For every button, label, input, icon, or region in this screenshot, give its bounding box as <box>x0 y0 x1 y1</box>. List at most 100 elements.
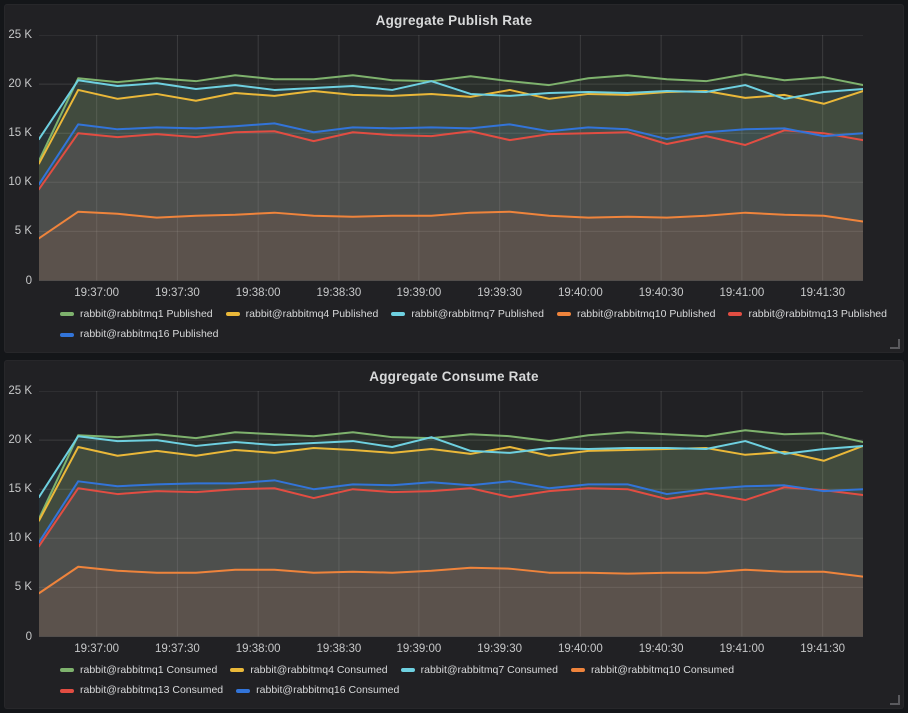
y-tick-label: 10 K <box>8 532 32 545</box>
x-tick-label: 19:37:30 <box>155 642 200 655</box>
y-tick-label: 15 K <box>8 483 32 496</box>
panel-aggregate-consume-rate: Aggregate Consume Rate 0 5 K 10 K 15 K 20 K 2… <box>4 360 904 709</box>
y-tick-label: 0 <box>25 274 32 287</box>
legend-item[interactable]: rabbit@rabbitmq4 Published <box>225 307 379 323</box>
x-tick-label: 19:39:00 <box>396 286 442 299</box>
legend-label: rabbit@rabbitmq1 Published <box>80 307 213 320</box>
series-fill <box>39 211 863 281</box>
panel-header: Aggregate Publish Rate <box>5 5 903 35</box>
legend-swatch-icon <box>556 312 571 317</box>
panel-header: Aggregate Consume Rate <box>5 361 903 391</box>
legend-label: rabbit@rabbitmq16 Published <box>80 328 219 341</box>
panel-resize-handle[interactable] <box>890 695 900 705</box>
panel-resize-handle[interactable] <box>890 339 900 349</box>
legend-label: rabbit@rabbitmq1 Consumed <box>80 663 218 676</box>
legend-item[interactable]: rabbit@rabbitmq13 Published <box>728 307 887 323</box>
x-tick-label: 19:38:00 <box>235 286 281 299</box>
legend-swatch-icon <box>728 312 743 317</box>
x-tick-label: 19:39:00 <box>396 642 442 655</box>
legend: rabbit@rabbitmq1 Published rabbit@rabbitm… <box>60 307 893 344</box>
legend-item[interactable]: rabbit@rabbitmq1 Consumed <box>60 663 217 679</box>
x-tick-label: 19:41:30 <box>800 642 845 655</box>
x-tick-label: 19:38:00 <box>235 642 281 655</box>
legend-label: rabbit@rabbitmq4 Published <box>245 307 379 320</box>
legend-item[interactable]: rabbit@rabbitmq10 Consumed <box>570 663 735 679</box>
x-tick-label: 19:39:30 <box>477 286 522 299</box>
series-line <box>39 567 863 593</box>
y-tick-label: 5 K <box>14 225 32 238</box>
x-tick-label: 19:40:00 <box>557 642 603 655</box>
legend-label: rabbit@rabbitmq10 Published <box>576 307 716 320</box>
legend-swatch-icon <box>60 333 74 338</box>
x-tick-label: 19:40:00 <box>557 286 603 299</box>
x-axis: 19:37:00 19:37:30 19:38:00 19:38:30 19:39:00… <box>39 281 863 305</box>
series-line <box>39 212 863 239</box>
legend-swatch-icon <box>225 312 240 317</box>
x-tick-label: 19:37:00 <box>74 642 120 655</box>
x-tick-label: 19:40:30 <box>638 642 684 655</box>
y-tick-label: 0 <box>25 630 32 643</box>
x-tick-label: 19:41:00 <box>719 286 765 299</box>
legend-item[interactable]: rabbit@rabbitmq13 Consumed <box>60 683 223 699</box>
timeseries-graph[interactable] <box>39 391 863 637</box>
legend-item[interactable]: rabbit@rabbitmq10 Published <box>556 307 716 323</box>
panel-aggregate-publish-rate: Aggregate Publish Rate 0 5 K 10 K 15 K 20 K 2… <box>4 4 904 353</box>
legend-label: rabbit@rabbitmq4 Consumed <box>250 663 388 676</box>
x-axis: 19:37:00 19:37:30 19:38:00 19:38:30 19:39:00… <box>39 637 863 661</box>
x-tick-label: 19:38:30 <box>316 286 362 299</box>
x-tick-label: 19:37:00 <box>74 286 120 299</box>
x-tick-label: 19:41:30 <box>800 286 845 299</box>
plot-area[interactable] <box>39 35 863 281</box>
series-fill <box>39 445 863 637</box>
legend-item[interactable]: rabbit@rabbitmq4 Consumed <box>230 663 388 679</box>
legend-swatch-icon <box>391 312 406 317</box>
legend-label: rabbit@rabbitmq13 Published <box>748 307 887 320</box>
legend-item[interactable]: rabbit@rabbitmq16 Consumed <box>236 683 399 699</box>
series-fill <box>39 436 863 637</box>
plot-area[interactable] <box>39 391 863 637</box>
panel-title[interactable]: Aggregate Publish Rate <box>375 12 533 28</box>
series-line <box>39 74 863 160</box>
legend-swatch-icon <box>236 689 251 694</box>
series-fill <box>39 123 863 281</box>
series-line <box>39 480 863 542</box>
legend-label: rabbit@rabbitmq10 Consumed <box>590 663 735 676</box>
legend-swatch-icon <box>60 668 74 673</box>
legend-label: rabbit@rabbitmq16 Consumed <box>256 684 400 697</box>
panel-title[interactable]: Aggregate Consume Rate <box>369 368 539 384</box>
series-line <box>39 487 863 546</box>
series-fill <box>39 80 863 281</box>
y-axis: 0 5 K 10 K 15 K 20 K 25 K <box>5 29 39 287</box>
legend-label: rabbit@rabbitmq13 Consumed <box>80 684 224 697</box>
legend-label: rabbit@rabbitmq7 Consumed <box>420 663 558 676</box>
timeseries-graph[interactable] <box>39 35 863 281</box>
legend-item[interactable]: rabbit@rabbitmq16 Published <box>60 327 219 343</box>
legend-item[interactable]: rabbit@rabbitmq1 Published <box>60 307 213 323</box>
legend-item[interactable]: rabbit@rabbitmq7 Consumed <box>400 663 558 679</box>
y-tick-label: 15 K <box>8 127 32 140</box>
legend-swatch-icon <box>400 668 415 673</box>
series-line <box>39 430 863 518</box>
series-line <box>39 130 863 189</box>
legend-swatch-icon <box>60 689 74 694</box>
series-fill <box>39 130 863 281</box>
x-tick-label: 19:39:30 <box>477 642 522 655</box>
legend: rabbit@rabbitmq1 Consumed rabbit@rabbitmq… <box>60 663 893 700</box>
series-fill <box>39 480 863 637</box>
series-fill <box>39 487 863 637</box>
series-line <box>39 90 863 164</box>
x-tick-label: 19:40:30 <box>638 286 684 299</box>
y-tick-label: 25 K <box>8 385 32 397</box>
series-line <box>39 123 863 184</box>
legend-item[interactable]: rabbit@rabbitmq7 Published <box>391 307 544 323</box>
y-tick-label: 20 K <box>8 78 32 91</box>
x-tick-label: 19:37:30 <box>155 286 200 299</box>
x-tick-label: 19:41:00 <box>719 642 765 655</box>
y-tick-label: 25 K <box>8 29 32 41</box>
series-line <box>39 446 863 521</box>
legend-label: rabbit@rabbitmq7 Published <box>411 307 544 320</box>
y-tick-label: 10 K <box>8 176 32 189</box>
